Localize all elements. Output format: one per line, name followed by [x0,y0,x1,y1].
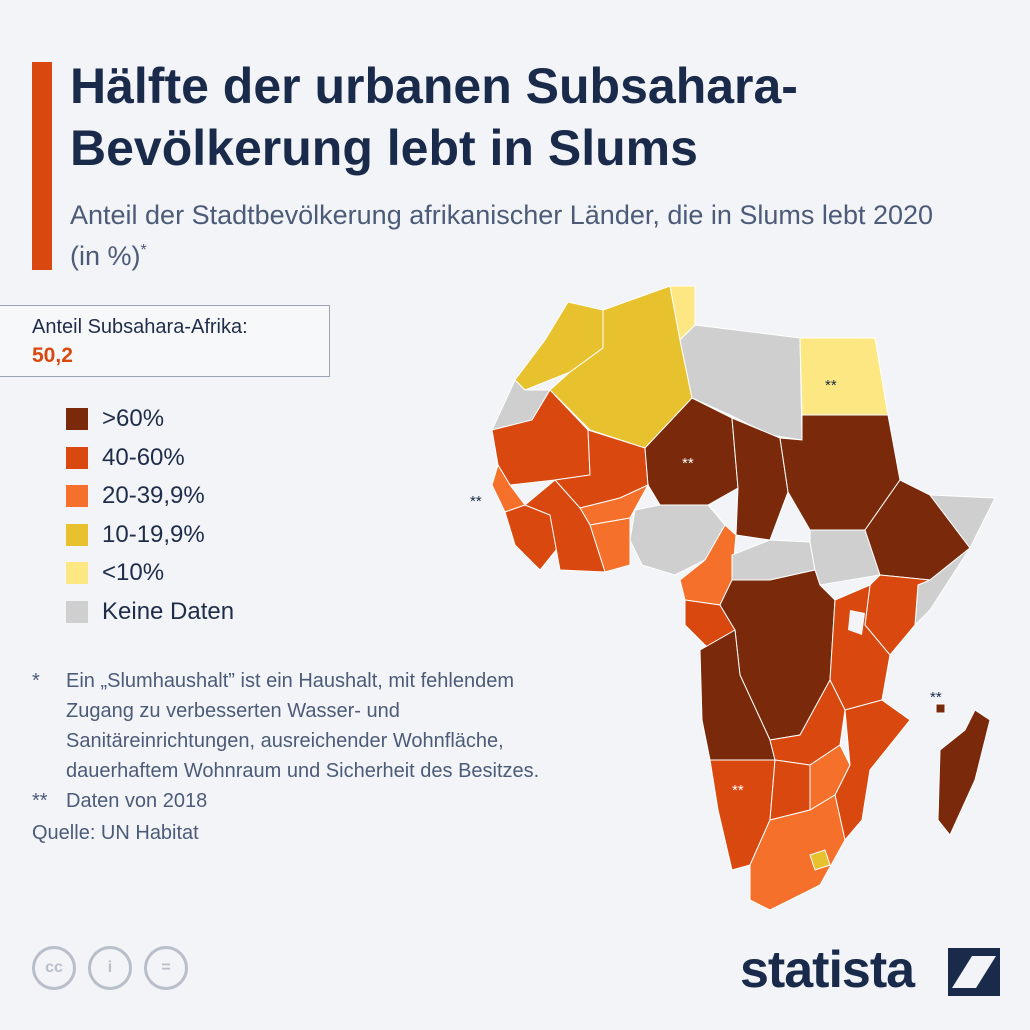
map-mark-niger: ** [682,455,694,472]
by-icon: i [88,946,132,990]
legend-item: Keine Daten [66,593,234,632]
legend-swatch [66,562,88,585]
map-region-south-africa [749,794,846,911]
map-mark-west: ** [470,493,482,510]
share-label: Anteil Subsahara-Afrika: [32,316,248,338]
africa-map: ** ** ** ** ** [470,285,996,911]
legend-swatch [66,446,88,469]
map-mark-namibia: ** [732,782,744,799]
legend-item: >60% [66,400,234,439]
nd-icon: = [144,946,188,990]
map-region-egypt [799,337,889,416]
legend-swatch [66,408,88,431]
legend-item: <10% [66,554,234,593]
footnote: ** Daten von 2018 [32,790,208,812]
footnote: * Ein „Slumhaushalt” ist ein Haushalt, mi… [32,670,540,782]
legend-item: 20-39,9% [66,477,234,516]
page-title: Hälfte der urbanen Subsahara-Bevölkerung… [70,58,798,176]
share-box: Anteil Subsahara-Afrika: 50,2 [0,305,330,377]
cc-icon: cc [32,946,76,990]
brand-name: statista [740,941,915,999]
map-region-madagascar [937,709,991,836]
statista-logo-icon [948,948,1000,996]
accent-bar [32,62,52,270]
map-mark-egypt: ** [825,377,837,394]
subtitle: Anteil der Stadtbevölkerung afrikanische… [70,200,934,271]
legend-swatch [66,523,88,546]
map-region-niger [644,397,739,506]
footnotes: * Ein „Slumhaushalt” ist ein Haushalt, mi… [32,666,586,848]
legend-swatch [66,600,88,623]
map-region-lesotho [809,849,831,871]
map-region-west-coast [524,479,606,573]
lake-victoria [848,610,865,635]
map-mark-mauritius: ** [930,689,942,706]
map-region-mauritius [935,703,946,714]
legend-item: 40-60% [66,439,234,478]
legend-item: 10-19,9% [66,516,234,555]
subtitle-footnote-mark: * [140,242,147,259]
legend: >60% 40-60% 20-39,9% 10-19,9% <10% Keine… [66,400,234,631]
license-icons: cc i = [32,946,188,990]
source-note: Quelle: UN Habitat [32,822,199,844]
legend-swatch [66,485,88,508]
map-region-zimbabwe [809,744,851,811]
share-value: 50,2 [32,344,73,367]
